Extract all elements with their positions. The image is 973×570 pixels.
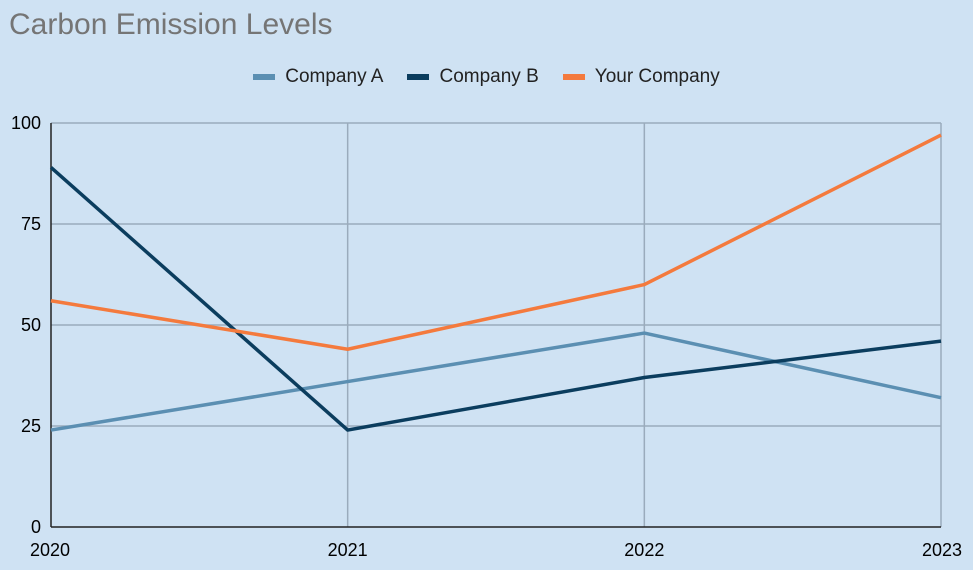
legend: Company A Company B Your Company <box>0 66 973 88</box>
x-tick-label-2022: 2022 <box>624 540 664 560</box>
legend-swatch-your-company <box>562 74 585 80</box>
legend-label-company-a: Company A <box>285 66 384 87</box>
legend-item-your-company[interactable]: Your Company <box>562 66 720 88</box>
legend-item-company-b[interactable]: Company B <box>407 66 539 88</box>
series-line-company-a <box>50 331 942 432</box>
y-tick-label-0: 0 <box>31 517 41 537</box>
legend-item-company-a[interactable]: Company A <box>253 66 383 88</box>
series-line-your-company <box>50 133 942 351</box>
y-tick-label-25: 25 <box>21 416 41 436</box>
legend-swatch-company-b <box>407 74 430 80</box>
x-tick-label-2020: 2020 <box>30 540 70 560</box>
series-line-company-b <box>49 166 942 432</box>
legend-label-your-company: Your Company <box>594 66 720 87</box>
x-tick-label-2021: 2021 <box>328 540 368 560</box>
legend-label-company-b: Company B <box>439 66 539 87</box>
x-tick-label-2023: 2023 <box>922 540 962 560</box>
y-tick-label-50: 50 <box>21 315 41 335</box>
y-tick-label-75: 75 <box>21 214 41 234</box>
chart-title: Carbon Emission Levels <box>9 8 333 41</box>
y-tick-label-100: 100 <box>11 113 41 133</box>
legend-swatch-company-a <box>253 74 276 80</box>
